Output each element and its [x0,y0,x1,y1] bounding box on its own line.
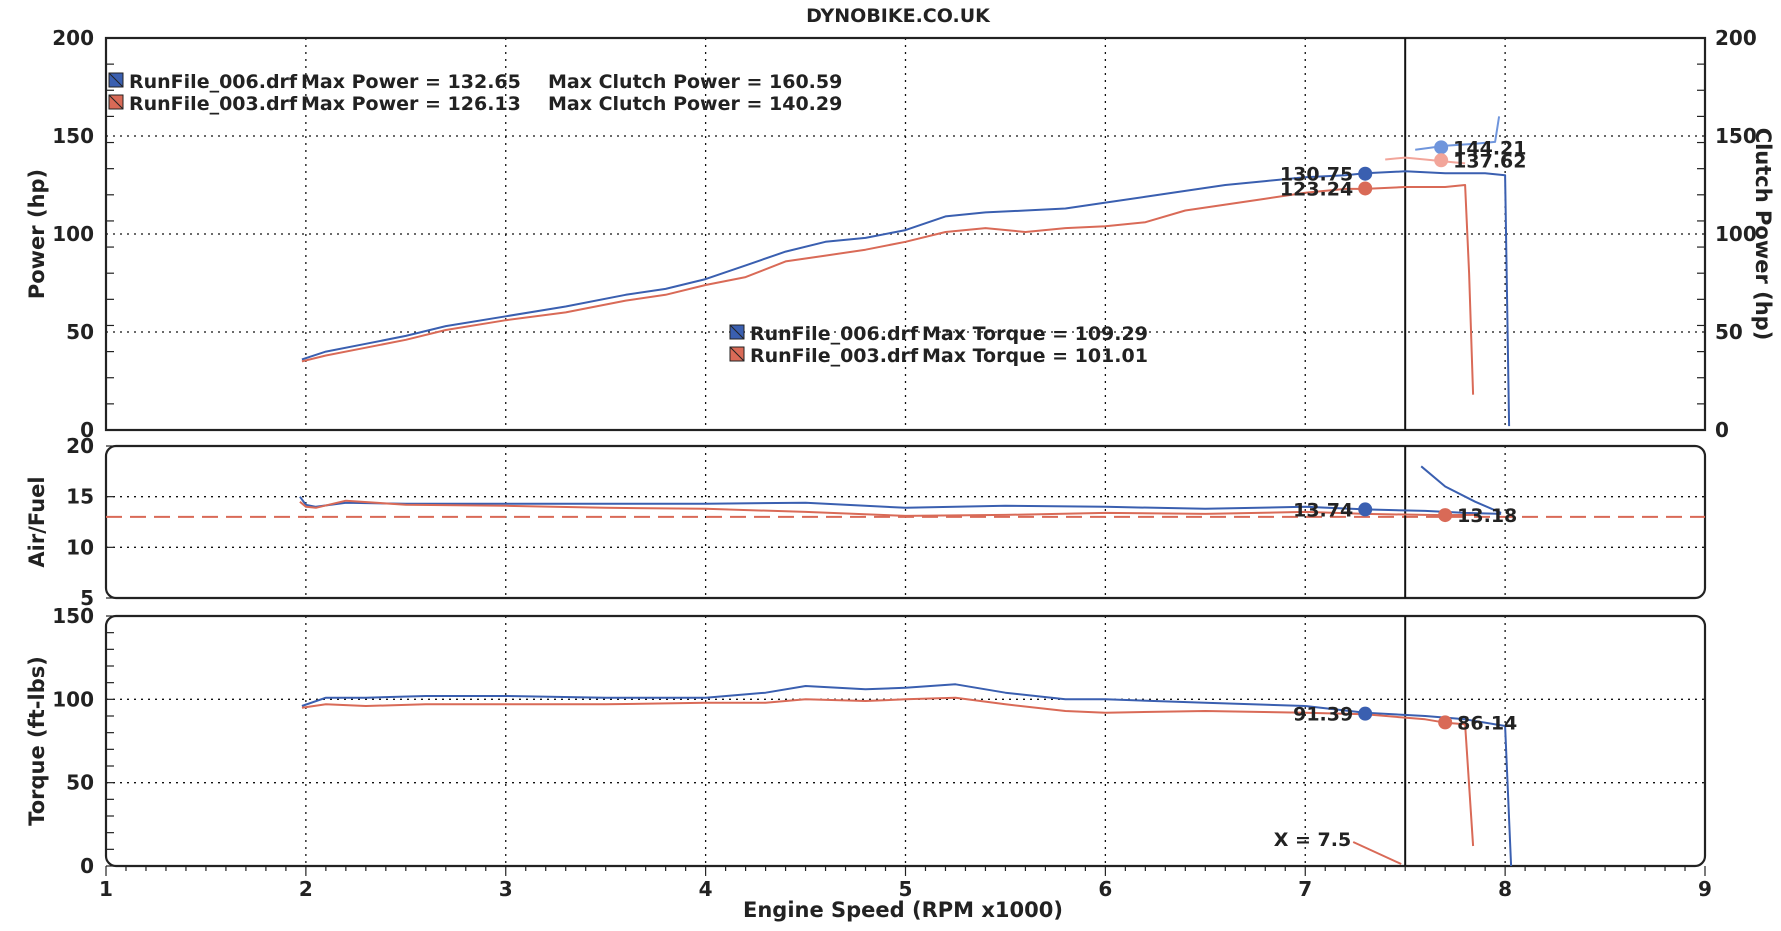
series-line-torque-1 [301,696,1475,847]
panel-torque [104,614,1707,868]
x-tick-label: 8 [1498,877,1512,901]
series-line-power-3 [1385,156,1466,165]
x-tick-label: 7 [1298,877,1312,901]
y-tick-label-right: 150 [1715,124,1757,148]
x-tick-label: 5 [899,877,913,901]
data-marker [1358,181,1373,196]
y-tick-label: 50 [66,771,94,795]
y-axis-label: Torque (ft-lbs) [25,656,49,826]
x-tick-label: 1 [99,877,113,901]
data-marker [1438,715,1453,730]
legend-swatch-slash [729,324,745,340]
x-tick-label: 6 [1098,877,1112,901]
series-line-afr-1 [299,499,1476,517]
y-tick-label: 5 [80,586,94,610]
x-axis-label: Engine Speed (RPM x1000) [743,898,1063,922]
legend-swatch-slash [108,94,124,110]
y-tick-label: 150 [52,604,94,628]
marker-label: 130.75 [1280,164,1353,186]
legend-max-torque: Max Torque = 101.01 [922,345,1148,367]
cursor-label: X = 7.5 [1274,829,1351,851]
data-marker [1434,140,1449,155]
y-tick-label: 0 [80,418,94,442]
marker-label: 123.24 [1280,178,1353,200]
x-tick-label: 4 [699,877,713,901]
legend-max-torque: Max Torque = 109.29 [922,323,1148,345]
panel-power [104,36,1707,432]
x-tick-label: 3 [499,877,513,901]
y-tick-label-right: 200 [1715,26,1757,50]
y-tick-label: 15 [66,485,94,509]
panel-frame [104,36,1707,432]
y-axis-label: Air/Fuel [25,476,49,567]
legend-max-clutch-power: Max Clutch Power = 160.59 [548,71,842,93]
panel-frame [104,614,1707,868]
legend-file: RunFile_006.drf [129,71,298,93]
series-line-torque-0 [301,683,1513,867]
panel-frame [104,444,1707,600]
legend-max-clutch-power: Max Clutch Power = 140.29 [548,93,842,115]
legend-swatch-slash [729,346,745,362]
y-tick-label-right: 50 [1715,320,1743,344]
legend-file: RunFile_003.drf [129,93,298,115]
y-tick-label: 50 [66,320,94,344]
marker-label: 137.62 [1453,150,1526,172]
cursor-pointer [1352,841,1402,865]
y-tick-label-right: 0 [1715,418,1729,442]
marker-label: 91.39 [1293,704,1353,726]
x-tick-label: 2 [299,877,313,901]
y-tick-label: 150 [52,124,94,148]
data-marker [1358,706,1373,721]
legend-file: RunFile_006.drf [750,323,919,345]
marker-label: 86.14 [1457,712,1517,734]
marker-label: 144.21 [1453,137,1526,159]
legend-max-power: Max Power = 132.65 [301,71,521,93]
series-line-afr-2 [1420,465,1502,514]
y-axis-label-right: Clutch Power (hp) [1751,128,1775,341]
data-marker [1434,153,1449,168]
panel-afr [104,444,1707,600]
data-marker [1438,508,1453,523]
y-tick-label-right: 100 [1715,222,1757,246]
x-tick-label: 9 [1698,877,1712,901]
marker-label: 13.18 [1457,505,1517,527]
legend-max-power: Max Power = 126.13 [301,93,521,115]
y-tick-label: 100 [52,222,94,246]
y-tick-label: 100 [52,687,94,711]
y-axis-label: Power (hp) [25,169,49,299]
y-tick-label: 10 [66,535,94,559]
chart-title: DYNOBIKE.CO.UK [806,5,991,27]
data-marker [1358,166,1373,181]
y-tick-label: 200 [52,26,94,50]
y-tick-label: 20 [66,434,94,458]
legend-swatch-slash [108,72,124,88]
series-line-afr-0 [299,496,1502,515]
marker-label: 13.74 [1293,499,1353,521]
y-tick-label: 0 [80,854,94,878]
data-marker [1358,502,1373,517]
legend-file: RunFile_003.drf [750,345,919,367]
